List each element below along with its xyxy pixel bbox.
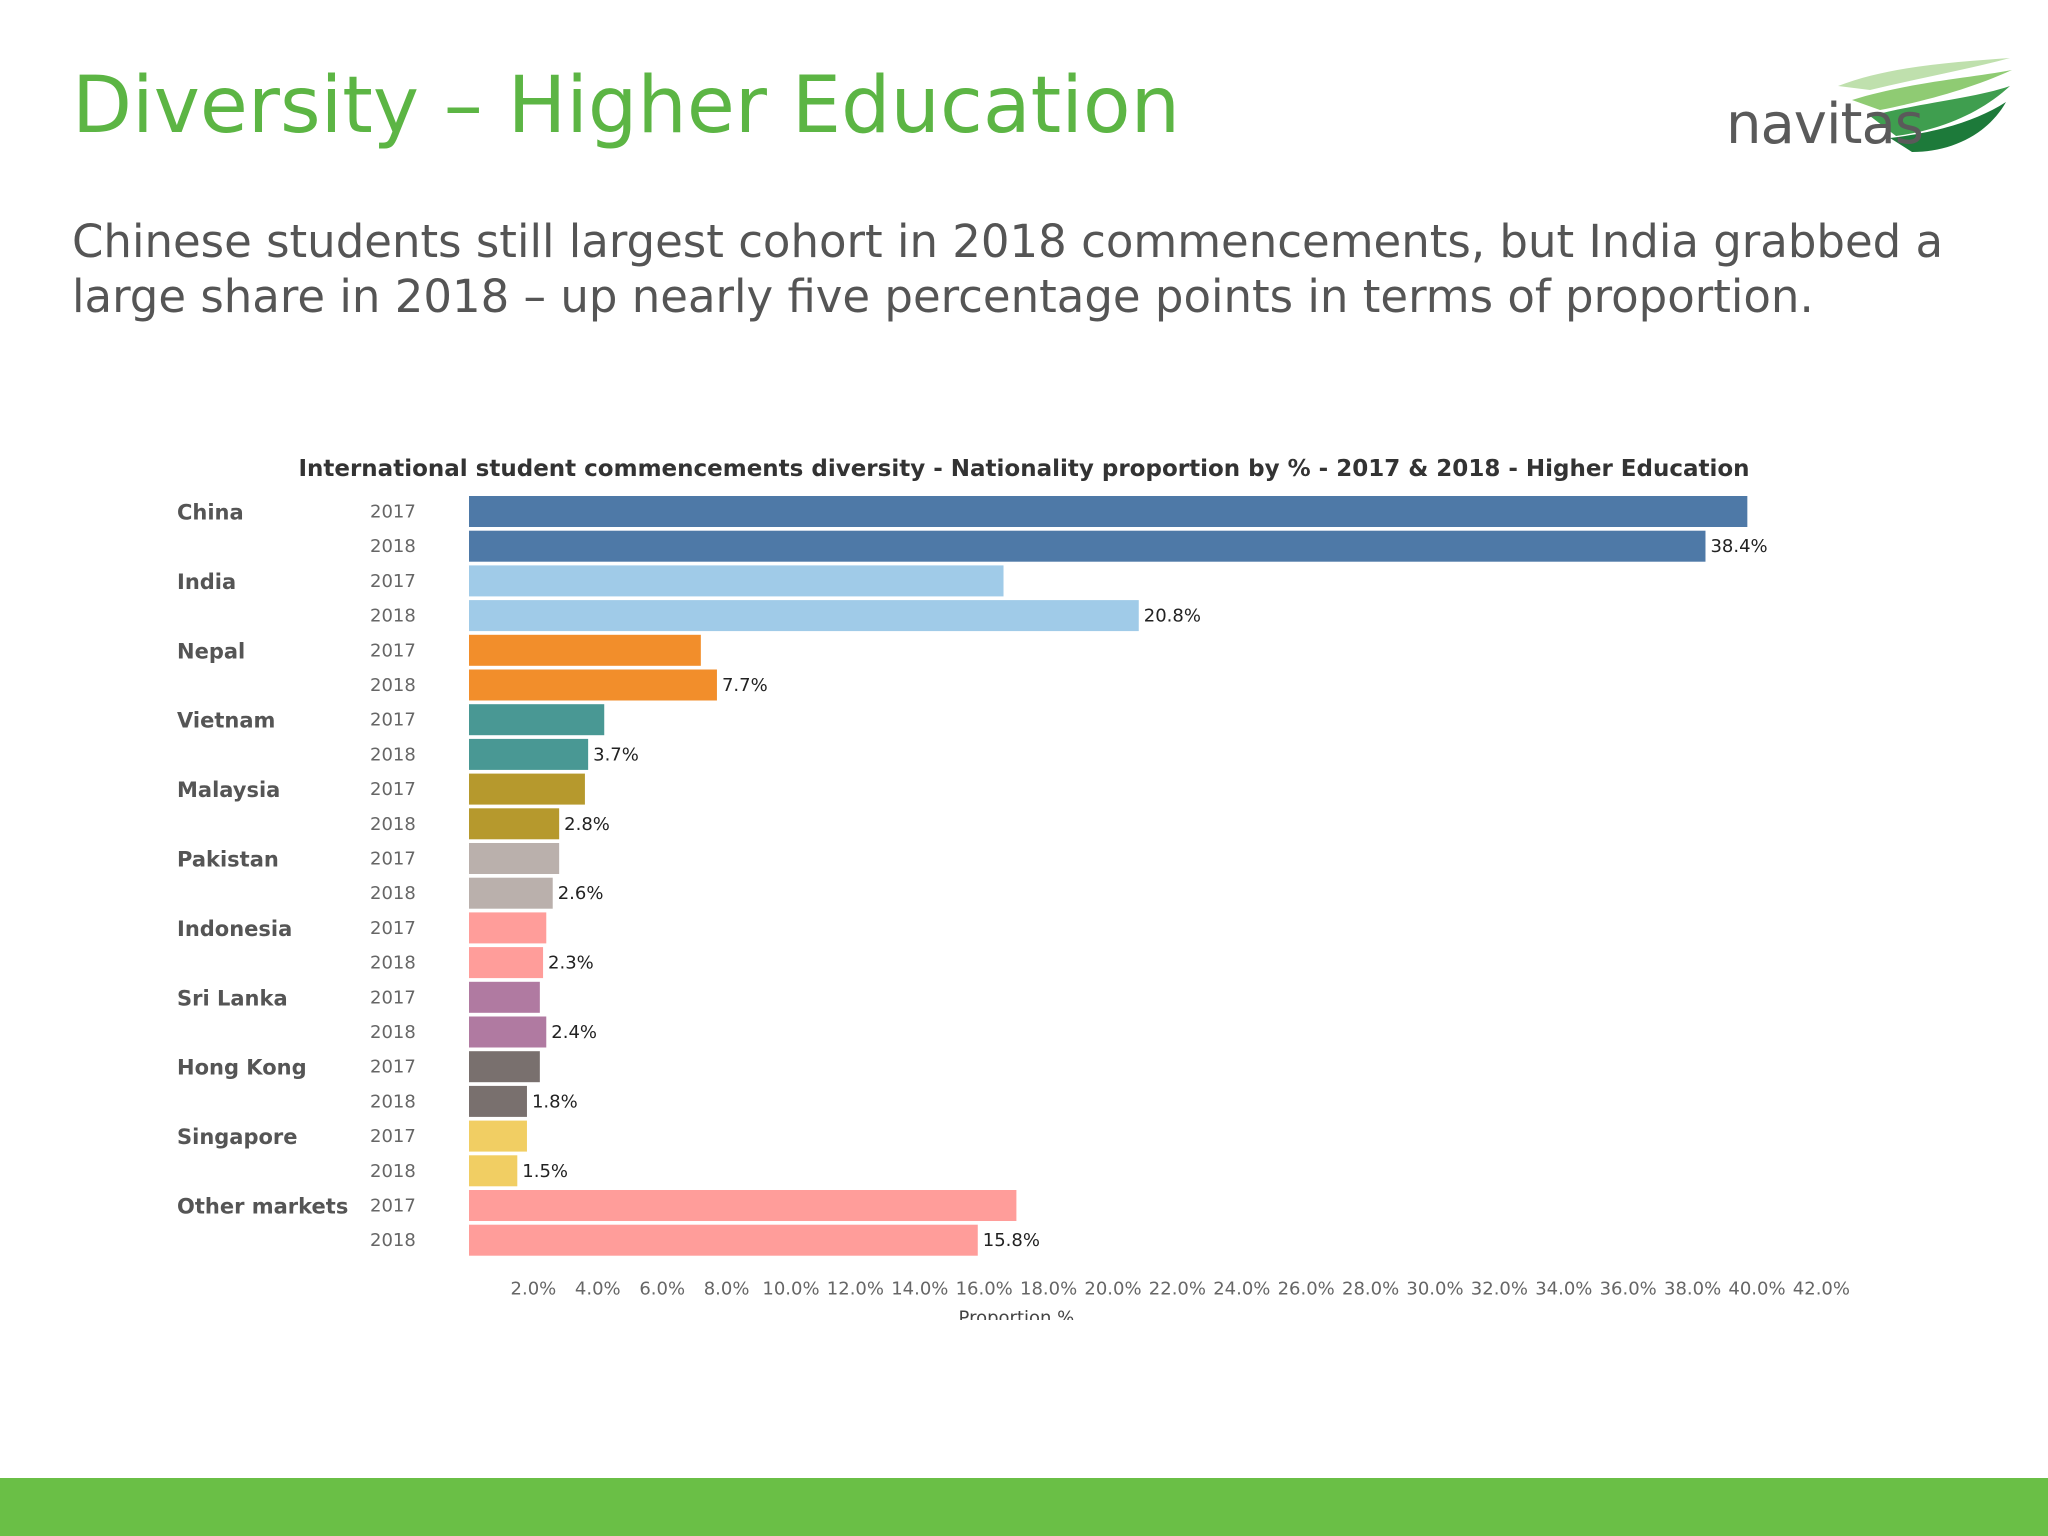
year-label: 2018 xyxy=(370,814,416,835)
navitas-logo: navitas xyxy=(1720,52,2020,162)
bar-sri-lanka-2018 xyxy=(469,1016,547,1048)
x-tick-label: 26.0% xyxy=(1278,1278,1335,1299)
year-label: 2017 xyxy=(370,1196,416,1217)
year-label: 2017 xyxy=(370,640,416,661)
year-label: 2018 xyxy=(370,883,416,904)
bar-hong-kong-2017 xyxy=(469,1051,540,1083)
year-label: 2017 xyxy=(370,1057,416,1078)
x-tick-label: 24.0% xyxy=(1213,1278,1270,1299)
x-tick-label: 32.0% xyxy=(1471,1278,1528,1299)
category-label: Pakistan xyxy=(177,848,279,872)
x-tick-label: 2.0% xyxy=(511,1278,557,1299)
x-tick-label: 20.0% xyxy=(1084,1278,1141,1299)
year-label: 2017 xyxy=(370,710,416,731)
category-label: Malaysia xyxy=(177,778,280,802)
data-label: 1.8% xyxy=(532,1091,578,1112)
x-tick-label: 28.0% xyxy=(1342,1278,1399,1299)
category-label: India xyxy=(177,570,236,594)
bar-china-2017 xyxy=(469,496,1748,527)
year-label: 2017 xyxy=(370,918,416,939)
x-tick-label: 4.0% xyxy=(575,1278,621,1299)
year-label: 2018 xyxy=(370,1091,416,1112)
year-label: 2018 xyxy=(370,744,416,765)
bar-malaysia-2017 xyxy=(469,773,585,805)
bar-indonesia-2017 xyxy=(469,912,547,944)
bar-indonesia-2018 xyxy=(469,947,544,979)
x-tick-label: 10.0% xyxy=(762,1278,819,1299)
bar-chart: International student commencements dive… xyxy=(177,456,1850,1320)
data-label: 2.4% xyxy=(551,1022,597,1043)
x-tick-label: 8.0% xyxy=(704,1278,750,1299)
x-tick-label: 34.0% xyxy=(1535,1278,1592,1299)
bar-hong-kong-2018 xyxy=(469,1085,527,1117)
year-label: 2017 xyxy=(370,987,416,1008)
bar-nepal-2017 xyxy=(469,634,701,666)
x-tick-label: 18.0% xyxy=(1020,1278,1077,1299)
data-label: 7.7% xyxy=(722,675,768,696)
slide-subtitle: Chinese students still largest cohort in… xyxy=(72,215,1944,323)
category-label: Nepal xyxy=(177,639,245,663)
year-label: 2018 xyxy=(370,1230,416,1251)
year-label: 2018 xyxy=(370,1022,416,1043)
year-label: 2017 xyxy=(370,502,416,523)
bar-china-2018 xyxy=(469,530,1706,562)
x-tick-label: 16.0% xyxy=(956,1278,1013,1299)
data-label: 15.8% xyxy=(983,1230,1040,1251)
logo-text: navitas xyxy=(1726,92,1924,157)
x-tick-label: 40.0% xyxy=(1728,1278,1785,1299)
category-label: Other markets xyxy=(177,1195,348,1219)
x-tick-label: 38.0% xyxy=(1664,1278,1721,1299)
data-label: 2.8% xyxy=(564,814,610,835)
bar-vietnam-2018 xyxy=(469,738,589,770)
bar-other-markets-2017 xyxy=(469,1190,1017,1221)
category-label: Sri Lanka xyxy=(177,986,288,1010)
year-label: 2017 xyxy=(370,779,416,800)
data-label: 38.4% xyxy=(1710,536,1767,557)
bar-india-2017 xyxy=(469,565,1004,597)
x-tick-label: 12.0% xyxy=(827,1278,884,1299)
chart-title: International student commencements dive… xyxy=(298,456,1749,482)
year-label: 2018 xyxy=(370,606,416,627)
category-label: Vietnam xyxy=(177,709,275,733)
x-tick-label: 30.0% xyxy=(1406,1278,1463,1299)
x-tick-label: 36.0% xyxy=(1600,1278,1657,1299)
year-label: 2017 xyxy=(370,849,416,870)
bar-pakistan-2018 xyxy=(469,877,553,909)
bar-sri-lanka-2017 xyxy=(469,981,540,1013)
bar-malaysia-2018 xyxy=(469,808,560,840)
x-tick-label: 6.0% xyxy=(639,1278,685,1299)
data-label: 3.7% xyxy=(593,744,639,765)
data-label: 2.6% xyxy=(558,883,604,904)
year-label: 2018 xyxy=(370,536,416,557)
slide-title: Diversity – Higher Education xyxy=(72,61,1181,151)
footer-band xyxy=(0,1478,2048,1536)
x-axis-label: Proportion % xyxy=(959,1307,1075,1320)
data-label: 2.3% xyxy=(548,953,594,974)
x-tick-label: 22.0% xyxy=(1149,1278,1206,1299)
bar-singapore-2018 xyxy=(469,1155,518,1187)
year-label: 2017 xyxy=(370,571,416,592)
bar-vietnam-2017 xyxy=(469,704,605,736)
bar-singapore-2017 xyxy=(469,1120,527,1152)
x-tick-label: 42.0% xyxy=(1793,1278,1850,1299)
bar-india-2018 xyxy=(469,600,1139,632)
category-label: China xyxy=(177,501,244,525)
year-label: 2017 xyxy=(370,1126,416,1147)
category-label: Singapore xyxy=(177,1125,298,1149)
year-label: 2018 xyxy=(370,675,416,696)
bar-other-markets-2018 xyxy=(469,1224,978,1256)
year-label: 2018 xyxy=(370,1161,416,1182)
data-label: 20.8% xyxy=(1144,606,1201,627)
bar-pakistan-2017 xyxy=(469,843,560,874)
category-label: Indonesia xyxy=(177,917,292,941)
year-label: 2018 xyxy=(370,953,416,974)
bar-nepal-2018 xyxy=(469,669,717,701)
category-label: Hong Kong xyxy=(177,1056,307,1080)
data-label: 1.5% xyxy=(522,1161,568,1182)
swoosh-icon xyxy=(1838,58,2012,152)
x-tick-label: 14.0% xyxy=(891,1278,948,1299)
